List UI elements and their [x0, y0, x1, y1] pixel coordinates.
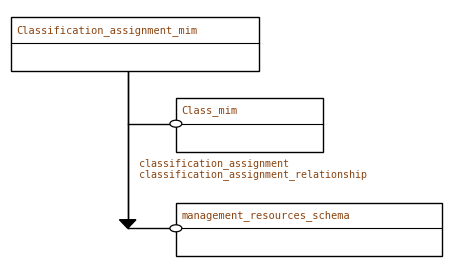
Bar: [176, 98, 323, 151]
Circle shape: [170, 225, 182, 232]
Bar: [11, 18, 259, 71]
Text: Class_mim: Class_mim: [182, 105, 237, 116]
Text: classification_assignment_relationship: classification_assignment_relationship: [139, 169, 367, 180]
Text: management_resources_schema: management_resources_schema: [182, 210, 350, 221]
Text: classification_assignment: classification_assignment: [139, 158, 289, 169]
Polygon shape: [119, 220, 136, 228]
Text: Classification_assignment_mim: Classification_assignment_mim: [16, 25, 197, 36]
Circle shape: [170, 120, 182, 127]
Bar: [176, 202, 442, 256]
